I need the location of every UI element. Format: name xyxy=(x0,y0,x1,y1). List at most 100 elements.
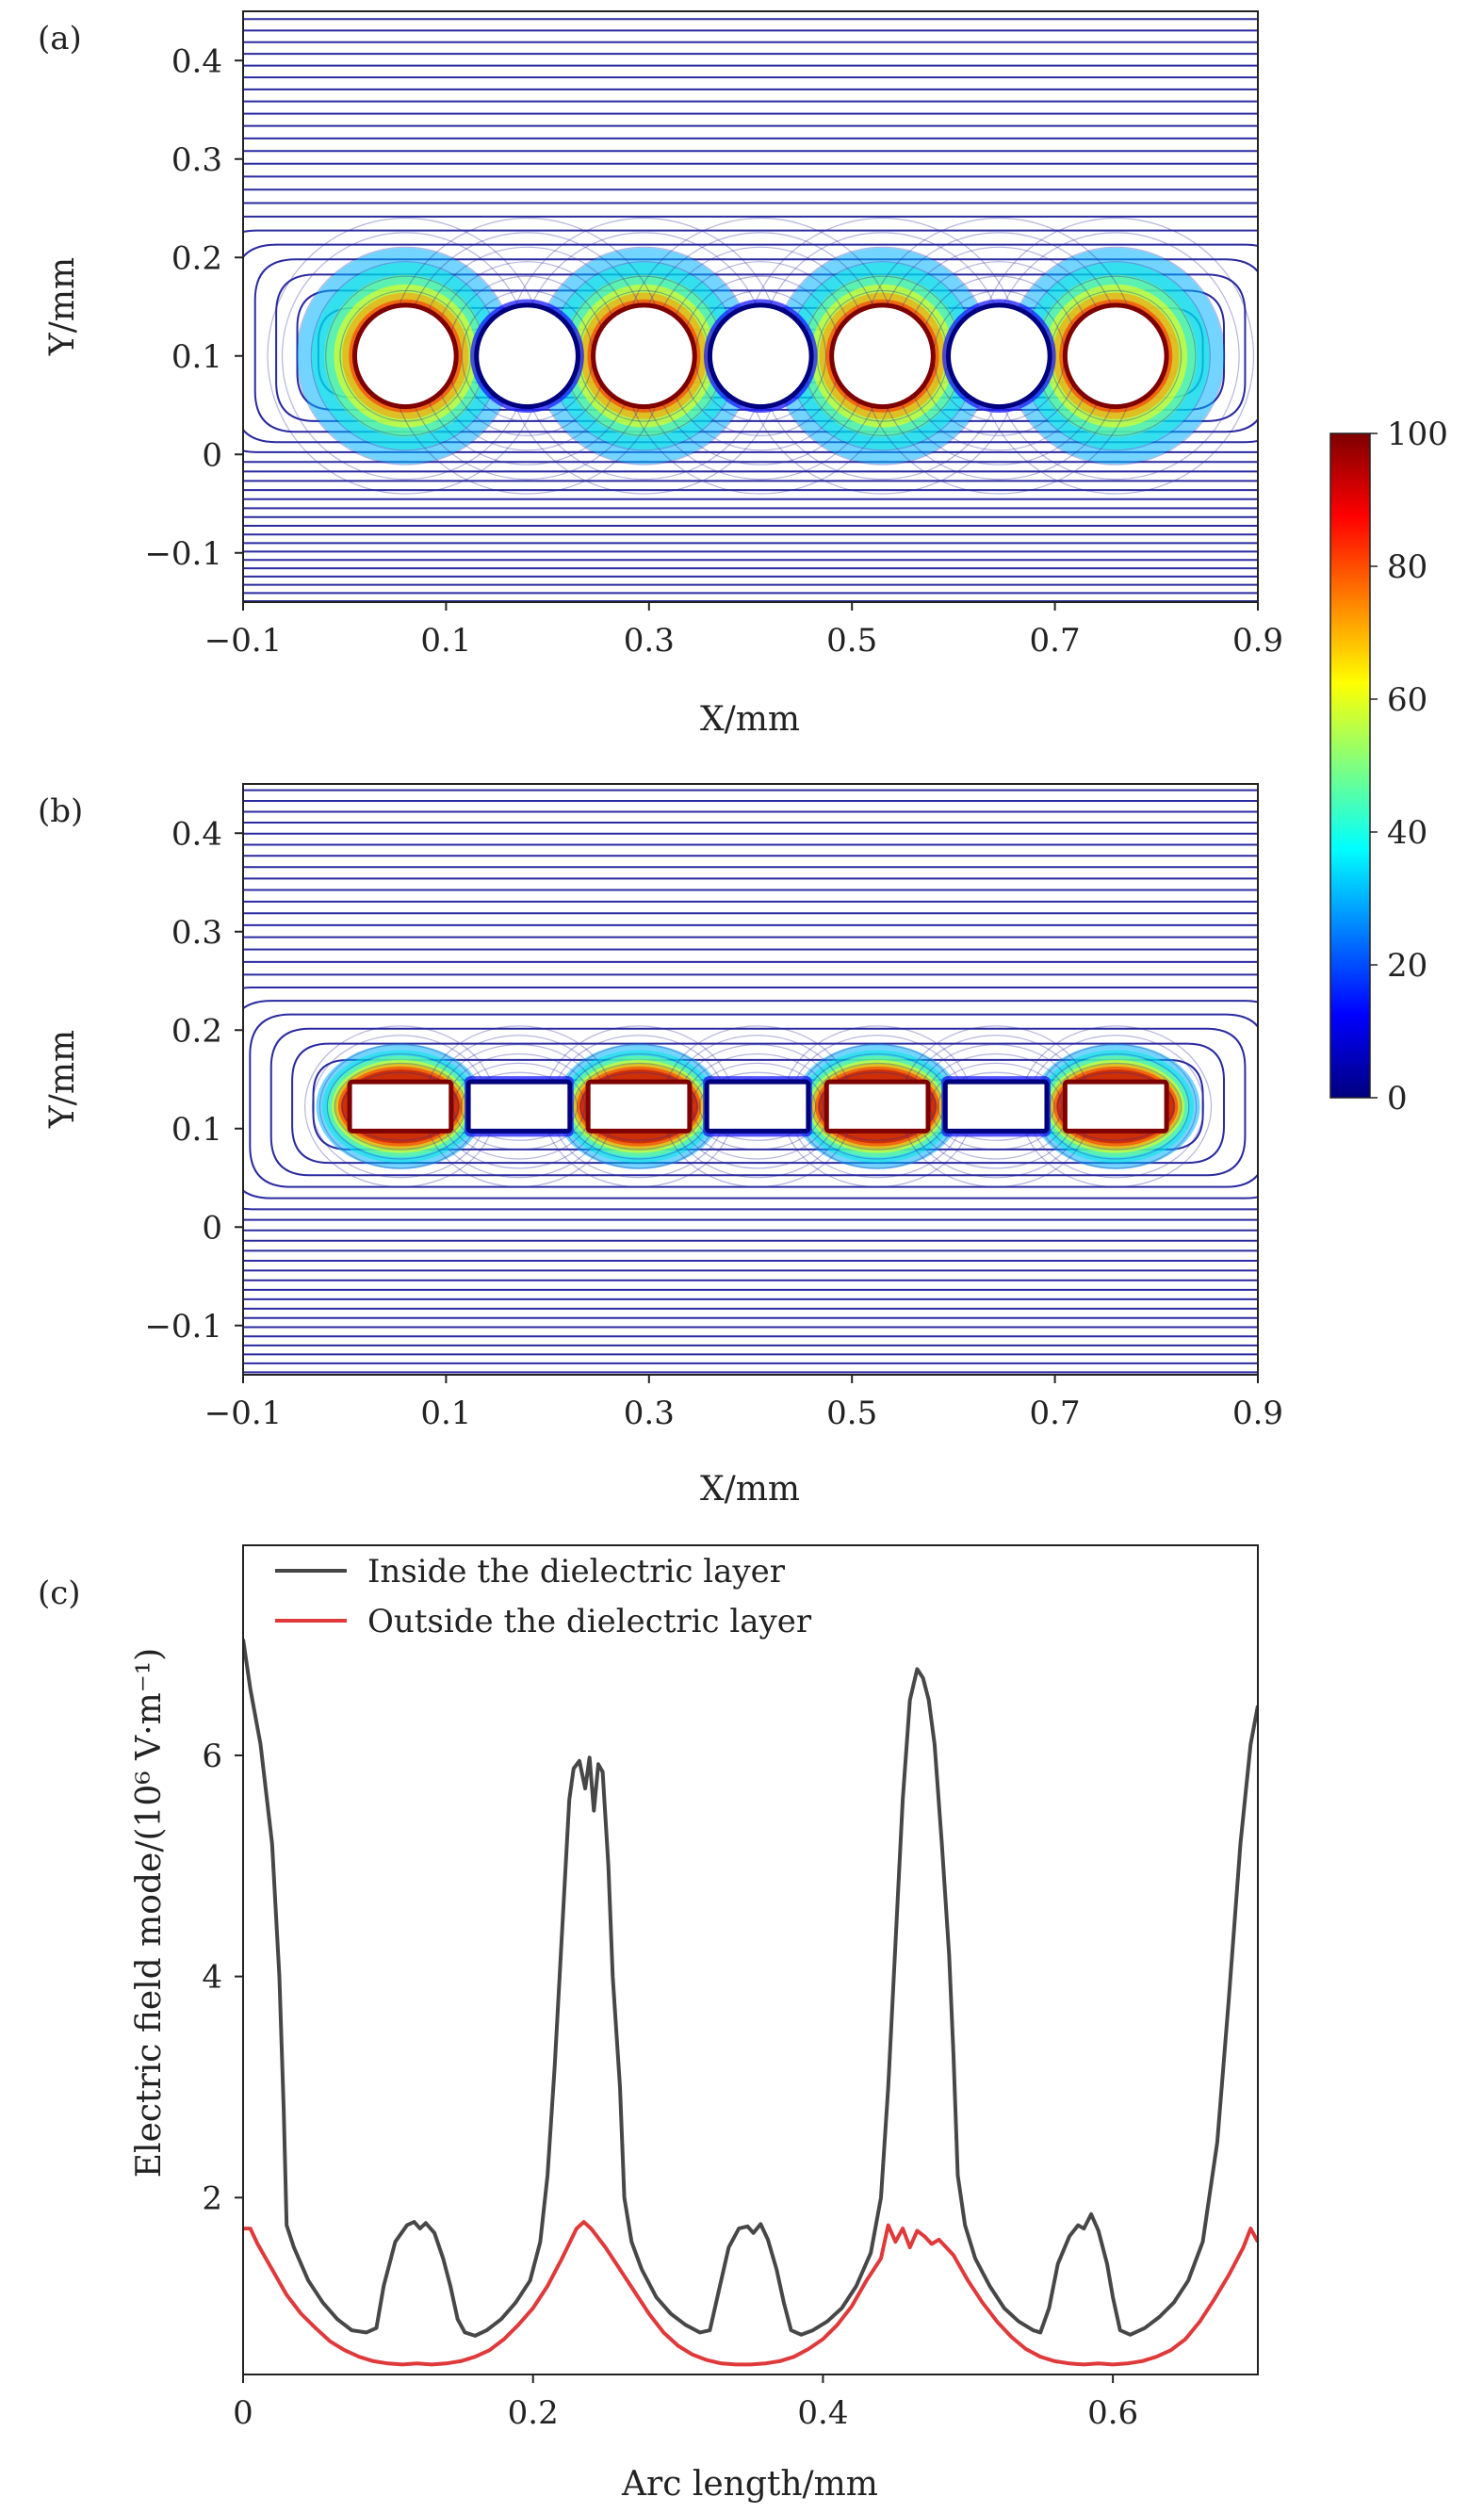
series-inside-line xyxy=(243,1639,1258,2338)
electrode xyxy=(351,302,459,410)
x-tick-label: 0.5 xyxy=(826,622,877,660)
contour-line xyxy=(460,1071,579,1141)
y-tick-label: −0.1 xyxy=(144,1308,222,1346)
contour-line xyxy=(253,258,1258,433)
panel-c-label: (c) xyxy=(38,1575,81,1612)
colorbar-tick-label: 40 xyxy=(1387,814,1427,852)
panel-a-ylabel: Y/mm xyxy=(43,257,82,356)
legend-label-outside: Outside the dielectric layer xyxy=(367,1603,812,1640)
panel-c: (c) 0 0.2 0.4 0.6 2 4 6 Inside the dielectric… xyxy=(38,1544,1259,2504)
y-tick-label: 0.3 xyxy=(171,141,222,179)
electrode xyxy=(474,302,580,410)
x-tick-label: 0.3 xyxy=(624,622,675,660)
x-tick-label: −0.1 xyxy=(204,622,283,660)
legend-label-inside: Inside the dielectric layer xyxy=(367,1553,786,1591)
panel-b-ylabel: Y/mm xyxy=(43,1030,82,1129)
electrode xyxy=(465,1079,573,1134)
contour-line xyxy=(249,1013,1258,1188)
series-outside-line xyxy=(243,2220,1258,2367)
x-tick-label: 0.1 xyxy=(420,1395,471,1432)
y-tick-label: 0.2 xyxy=(171,239,222,277)
x-tick-label: 0.7 xyxy=(1030,1395,1081,1432)
panel-c-xlabel: Arc length/mm xyxy=(621,2465,878,2504)
x-tick-label: 0.3 xyxy=(624,1395,675,1432)
contour-line xyxy=(291,1042,1226,1165)
contour-line xyxy=(579,1071,698,1141)
panel-a-xlabel: X/mm xyxy=(700,700,800,739)
contour-line xyxy=(1049,1062,1182,1150)
electrode xyxy=(946,302,1052,410)
panel-a-frame xyxy=(242,10,1259,603)
panel-c-ylabel: Electric field mode/(10⁶ V·m⁻¹) xyxy=(130,1648,169,2178)
electrode xyxy=(704,1079,811,1134)
panel-c-xticks: 0 0.2 0.4 0.6 xyxy=(233,2374,1138,2432)
y-tick-label: 6 xyxy=(202,1738,222,1775)
panel-b-label: (b) xyxy=(38,792,83,830)
colorbar-tick-label: 0 xyxy=(1387,1080,1408,1118)
colorbar-tick-label: 60 xyxy=(1387,681,1427,719)
panel-b-xticks: −0.1 0.1 0.3 0.5 0.7 0.9 xyxy=(204,1375,1283,1432)
y-tick-label: 0.1 xyxy=(171,1111,222,1149)
panel-b-xlabel: X/mm xyxy=(700,1470,800,1509)
x-tick-label: 0.7 xyxy=(1030,622,1081,660)
legend: Inside the dielectric layer Outside the … xyxy=(275,1553,812,1640)
panel-c-frame xyxy=(242,1544,1259,2375)
contour-line xyxy=(818,1071,937,1141)
panel-a-field xyxy=(243,18,1258,602)
y-tick-label: 0.1 xyxy=(171,338,222,376)
colorbar: 100 80 60 40 20 0 xyxy=(1329,416,1448,1118)
electrode xyxy=(707,302,814,410)
x-tick-label: 0.9 xyxy=(1232,1395,1283,1432)
contour-line xyxy=(269,1027,1247,1177)
contour-line xyxy=(341,1071,460,1141)
x-tick-label: 0 xyxy=(233,2394,253,2432)
panel-a: (a) −0.1 0.1 0.3 0.5 0.7 0.9 −0.1 0 0.1 0.2 0.3 0.… xyxy=(38,10,1283,739)
colorbar-ticks: 100 80 60 40 20 0 xyxy=(1370,416,1448,1118)
colorbar-tick-label: 20 xyxy=(1387,947,1427,985)
electrode xyxy=(829,302,936,410)
electrode xyxy=(824,1079,931,1134)
panel-b-frame xyxy=(242,783,1259,1376)
panel-b-yticks: −0.1 0 0.1 0.2 0.3 0.4 xyxy=(144,815,243,1346)
electrode xyxy=(347,1079,454,1134)
electrode xyxy=(1062,302,1169,410)
y-tick-label: −0.1 xyxy=(144,535,222,573)
y-tick-label: 0.4 xyxy=(171,42,222,80)
x-tick-label: −0.1 xyxy=(204,1395,283,1432)
panel-a-label: (a) xyxy=(38,20,82,57)
electrode xyxy=(585,1079,693,1134)
x-tick-label: 0.9 xyxy=(1232,622,1283,660)
colorbar-tick-label: 100 xyxy=(1387,416,1448,453)
y-tick-label: 0.2 xyxy=(171,1012,222,1050)
x-tick-label: 0.6 xyxy=(1087,2394,1138,2432)
y-tick-label: 0.3 xyxy=(171,914,222,952)
contour-line xyxy=(937,1071,1055,1141)
x-tick-label: 0.4 xyxy=(797,2394,848,2432)
x-tick-label: 0.1 xyxy=(420,622,471,660)
y-tick-label: 0 xyxy=(202,436,222,474)
y-tick-label: 2 xyxy=(202,2179,222,2217)
y-tick-label: 0.4 xyxy=(171,815,222,853)
electrode xyxy=(942,1079,1050,1134)
panel-b-field xyxy=(243,789,1258,1374)
contour-line xyxy=(339,289,472,422)
contour-line xyxy=(698,1071,817,1141)
panel-b: (b) −0.1 0.1 0.3 0.5 0.7 0.9 −0.1 0 0.1 0.2 0.3 0.… xyxy=(38,783,1283,1509)
electrode xyxy=(591,302,697,410)
electrode xyxy=(1062,1079,1169,1134)
panel-a-yticks: −0.1 0 0.1 0.2 0.3 0.4 xyxy=(144,42,243,573)
panel-c-plot xyxy=(243,1639,1258,2367)
contour-line xyxy=(243,1000,1258,1199)
colorbar-gradient xyxy=(1329,432,1371,1099)
panel-a-xticks: −0.1 0.1 0.3 0.5 0.7 0.9 xyxy=(204,602,1283,660)
panel-c-yticks: 2 4 6 xyxy=(202,1738,243,2217)
contour-line xyxy=(243,243,1258,444)
contour-line xyxy=(275,273,1247,422)
colorbar-tick-label: 80 xyxy=(1387,548,1427,586)
x-tick-label: 0.2 xyxy=(508,2394,559,2432)
x-tick-label: 0.5 xyxy=(826,1395,877,1432)
contour-line xyxy=(1056,1071,1175,1141)
y-tick-label: 0 xyxy=(202,1209,222,1247)
y-tick-label: 4 xyxy=(202,1959,222,1997)
